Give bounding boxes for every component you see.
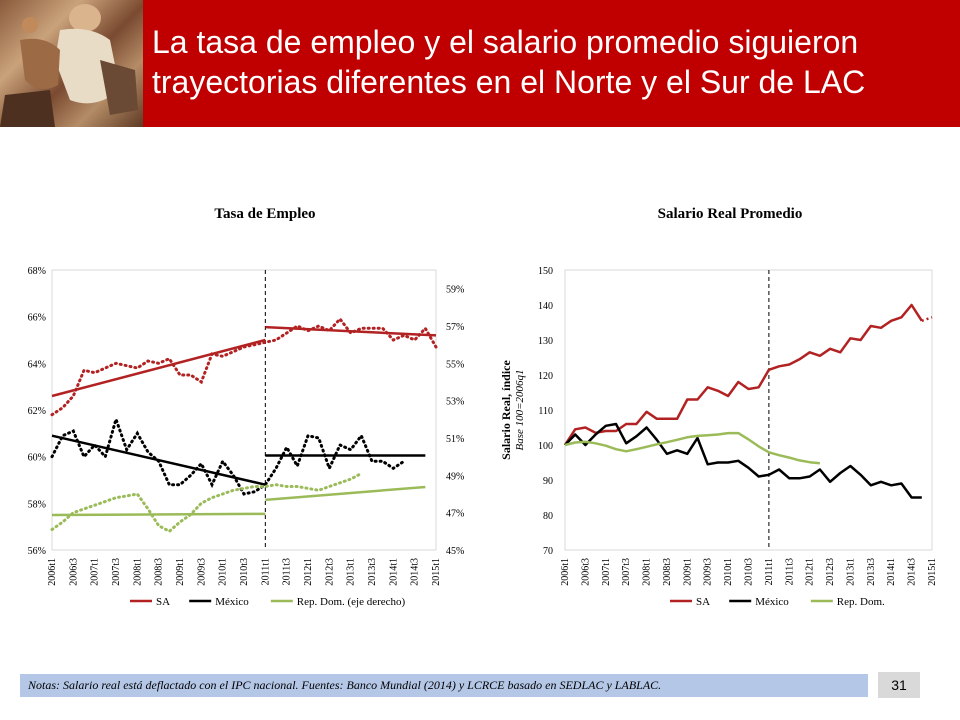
x-tick-label: 2008t1	[642, 558, 653, 586]
x-tick-label: 2009t3	[703, 558, 714, 586]
y-left-tick-label: 60%	[28, 453, 46, 464]
y-right-tick-label: 57%	[446, 322, 464, 333]
chart-title-employment: Tasa de Empleo	[214, 206, 316, 222]
series-mexico-line	[50, 414, 406, 496]
x-tick-label: 2007t3	[621, 558, 632, 586]
x-tick-label: 2009t1	[682, 558, 693, 586]
series-rep-dom-line	[564, 431, 821, 465]
trend-rep-dom-tendencia-segment	[51, 512, 266, 517]
y-left-tick-label: 58%	[28, 499, 46, 510]
x-tick-label: 2006t3	[68, 558, 79, 586]
y-right-tick-label: 55%	[446, 359, 464, 370]
mural-image	[0, 0, 143, 127]
x-tick-label: 2008t3	[154, 558, 165, 586]
y-right-tick-label: 51%	[446, 434, 464, 445]
y-left-tick-label: 66%	[28, 313, 46, 324]
x-tick-label: 2012t3	[324, 558, 335, 586]
y-left-tick-label: 62%	[28, 406, 46, 417]
trend-rep-dom-tendencia-segment	[265, 485, 426, 502]
x-tick-label: 2012t1	[805, 558, 816, 586]
series-rep-dom-line	[50, 472, 363, 534]
legend-label-mexico: México	[215, 596, 249, 608]
series-sa-line	[50, 316, 438, 417]
series-sa-line	[563, 303, 923, 446]
x-tick-label: 2009t3	[196, 558, 207, 586]
x-tick-label: 2006t1	[560, 558, 571, 586]
x-tick-label: 2006t3	[580, 558, 591, 586]
y-tick-label: 100	[538, 441, 553, 452]
x-tick-label: 2011t3	[282, 558, 293, 585]
y-left-tick-label: 68%	[28, 266, 46, 277]
x-tick-label: 2014t1	[388, 558, 399, 586]
y-axis-label: Salario Real, índice	[499, 360, 513, 460]
legend-label-mexico: México	[755, 596, 789, 608]
x-tick-label: 2014t3	[907, 558, 918, 586]
y-left-tick-label: 56%	[28, 546, 46, 557]
x-tick-label: 2010t1	[218, 558, 229, 586]
employment-rate-chart: 68% 66% 64% 62% 60% 58% 56% 59% 57% 55% 53% 51% 49% 4…	[28, 266, 465, 608]
x-tick-label: 2011t1	[764, 558, 775, 585]
x-tick-label: 2012t1	[303, 558, 314, 586]
y-tick-label: 150	[538, 266, 553, 277]
page-number: 31	[878, 672, 920, 698]
legend-label-sa: SA	[696, 596, 710, 608]
y-right-tick-label: 49%	[446, 471, 464, 482]
y-right-tick-label: 53%	[446, 397, 464, 408]
x-tick-label: 2013t3	[866, 558, 877, 586]
x-tick-label: 2015t1	[431, 558, 442, 586]
y-tick-label: 70	[543, 546, 553, 557]
y-right-tick-label: 59%	[446, 285, 464, 296]
y-right-tick-label: 45%	[446, 546, 464, 557]
x-tick-label: 2015t1	[927, 558, 938, 586]
y-axis-sublabel: Base 100=2006q1	[514, 369, 526, 450]
header-bar: La tasa de empleo y el salario promedio …	[0, 0, 960, 127]
trend-mexico-tendencia-segment	[51, 434, 266, 486]
trend-sa-tendencia-segment	[265, 325, 437, 337]
x-tick-label: 2008t1	[132, 558, 143, 586]
x-tick-label: 2006t1	[47, 558, 58, 586]
x-tick-label: 2007t1	[90, 558, 101, 586]
x-tick-label: 2007t1	[601, 558, 612, 586]
y-right-tick-label: 47%	[446, 509, 464, 520]
x-tick-label: 2013t3	[367, 558, 378, 586]
y-tick-label: 140	[538, 301, 553, 312]
x-tick-label: 2007t3	[111, 558, 122, 586]
x-tick-label: 2010t1	[723, 558, 734, 586]
x-tick-label: 2011t1	[260, 558, 271, 585]
legend-label-rep-dom-eje-derecho: Rep. Dom. (eje derecho)	[297, 596, 406, 608]
footnote: Notas: Salario real está deflactado con …	[20, 674, 868, 697]
legend-label-sa: SA	[156, 596, 170, 608]
y-tick-label: 80	[543, 511, 553, 522]
y-left-tick-label: 64%	[28, 359, 46, 370]
y-tick-label: 120	[538, 371, 553, 382]
x-tick-label: 2009t1	[175, 558, 186, 586]
plot-area	[51, 269, 437, 551]
x-tick-label: 2013t1	[346, 558, 357, 586]
series-sa-tail	[921, 316, 933, 322]
legend-label-rep-dom: Rep. Dom.	[837, 596, 885, 608]
x-tick-label: 2010t3	[239, 558, 250, 586]
series-mexico-line	[564, 422, 922, 499]
x-tick-label: 2012t3	[825, 558, 836, 586]
x-tick-label: 2008t3	[662, 558, 673, 586]
x-tick-label: 2014t1	[886, 558, 897, 586]
x-tick-label: 2011t3	[784, 558, 795, 585]
y-tick-label: 130	[538, 336, 553, 347]
x-tick-label: 2013t1	[845, 558, 856, 586]
x-tick-label: 2014t3	[410, 558, 421, 586]
trend-sa-tendencia-segment	[51, 338, 266, 398]
y-tick-label: 110	[538, 406, 553, 417]
chart-title-wage: Salario Real Promedio	[657, 206, 803, 222]
x-tick-label: 2010t3	[744, 558, 755, 586]
plot-area	[564, 269, 933, 551]
real-wage-chart: 150 140 130 120 110 100 90 80 70 2006t1 2006t3 2007…	[499, 266, 938, 608]
slide-title: La tasa de empleo y el salario promedio …	[152, 24, 866, 100]
y-tick-label: 90	[543, 476, 553, 487]
